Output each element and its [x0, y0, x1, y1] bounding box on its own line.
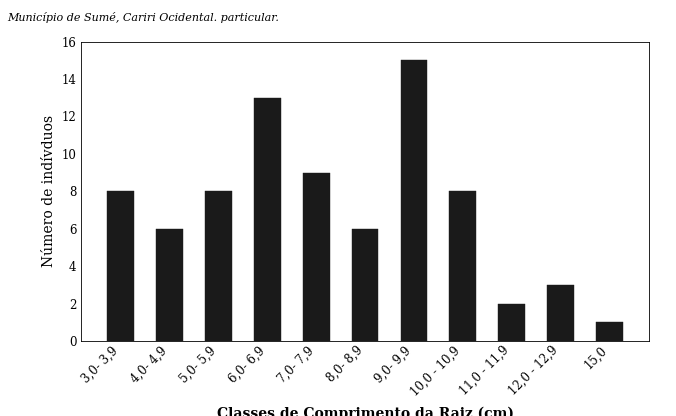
Bar [548, 285, 574, 341]
Bar [352, 229, 379, 341]
Bar [498, 304, 525, 341]
Text: Município de Sumé, Cariri Ocidental. particular.: Município de Sumé, Cariri Ocidental. par… [7, 12, 279, 23]
Bar [107, 191, 134, 341]
Bar [303, 173, 330, 341]
Y-axis label: Número de indívduos: Número de indívduos [42, 115, 56, 267]
Bar [254, 98, 281, 341]
Bar [205, 191, 232, 341]
Bar [450, 191, 477, 341]
Bar [596, 322, 623, 341]
X-axis label: Classes de Comprimento da Raiz (cm): Classes de Comprimento da Raiz (cm) [216, 406, 514, 416]
Bar [400, 60, 427, 341]
Bar [156, 229, 183, 341]
